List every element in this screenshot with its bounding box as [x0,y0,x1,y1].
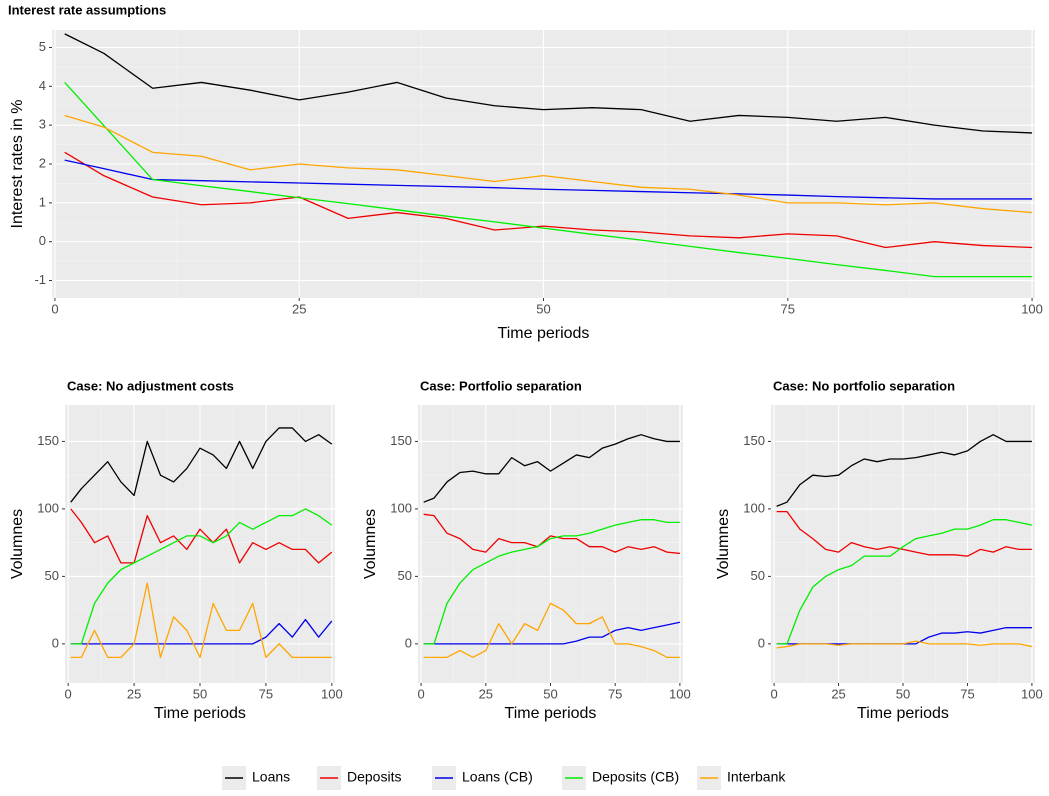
x-tick-label: 75 [608,686,622,701]
y-tick-label: 5 [39,39,46,54]
chart-title: Case: Portfolio separation [420,378,582,393]
x-tick-label: 0 [65,686,72,701]
x-tick-label: 25 [479,686,493,701]
x-tick-label: 100 [321,686,343,701]
series-line [64,151,1033,249]
series-line [70,508,333,645]
y-tick-label: 100 [37,500,59,515]
legend-label: Deposits [347,769,401,785]
x-tick-label: 50 [896,686,910,701]
series-line [70,582,332,659]
x-tick-label: 50 [193,686,207,701]
series-line [423,602,680,659]
y-tick-label: 2 [39,155,46,170]
series-line [64,81,1033,278]
x-axis-title: Time periods [154,705,246,722]
x-tick-label: 75 [960,686,974,701]
y-tick-label: 0 [52,635,59,650]
x-tick-label: 25 [831,686,845,701]
x-tick-label: 50 [536,301,550,316]
x-axis-title: Time periods [498,325,590,342]
series-line [423,519,680,645]
x-tick-label: 100 [1021,301,1043,316]
series-line [776,510,1032,557]
x-tick-label: 25 [292,301,306,316]
y-tick-label: 150 [390,433,412,448]
chart-title: Interest rate assumptions [8,2,166,17]
legend-label: Loans (CB) [462,769,533,785]
y-tick-label: 100 [743,500,765,515]
y-tick-label: 0 [405,635,412,650]
chart-title: Case: No portfolio separation [773,378,955,393]
series-line [776,519,1033,645]
y-tick-label: 1 [39,194,46,209]
legend-label: Deposits (CB) [592,769,679,785]
chart-title: Case: No adjustment costs [67,378,234,393]
series-line [776,434,1032,507]
series-line [70,427,333,503]
series-line [423,621,681,645]
y-tick-label: 150 [743,433,765,448]
y-tick-label: 0 [758,635,765,650]
x-tick-label: 0 [770,686,777,701]
x-tick-label: 0 [51,301,58,316]
y-tick-label: 0 [39,233,46,248]
x-tick-label: 0 [417,686,424,701]
x-tick-label: 75 [781,301,795,316]
x-tick-label: 100 [1021,686,1043,701]
legend-label: Loans [252,769,290,785]
series-line [70,618,333,645]
series-line [64,159,1033,200]
x-tick-label: 100 [669,686,691,701]
legend-label: Interbank [727,769,786,785]
y-tick-label: 100 [390,500,412,515]
series-line [64,33,1033,134]
y-tick-label: 150 [37,433,59,448]
y-tick-label: 50 [398,568,412,583]
series-line [423,513,680,555]
x-tick-label: 50 [543,686,557,701]
x-axis-title: Time periods [857,705,949,722]
y-tick-label: 4 [39,78,46,93]
series-line [70,508,333,564]
y-tick-label: 3 [39,117,46,132]
x-tick-label: 75 [259,686,273,701]
y-axis-title: Volumnes [715,509,732,579]
x-axis-title: Time periods [505,705,597,722]
y-axis-title: Interest rates in % [9,100,26,229]
y-tick-label: 50 [45,568,59,583]
y-axis-title: Volumnes [9,509,26,579]
series-line [423,434,680,503]
y-tick-label: -1 [34,272,46,287]
y-axis-title: Volumnes [362,509,379,579]
y-tick-label: 50 [751,568,765,583]
series-line [64,114,1033,214]
series-line [776,640,1033,649]
x-tick-label: 25 [127,686,141,701]
